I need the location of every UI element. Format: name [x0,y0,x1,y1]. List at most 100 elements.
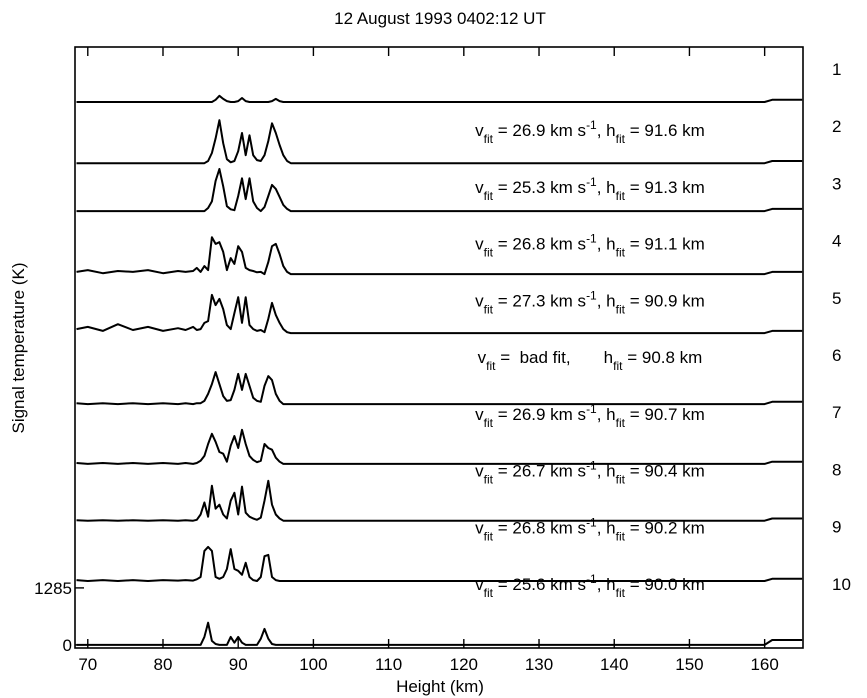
annotation-part: = 25.3 km s [493,178,586,197]
annotation-part: v [475,178,484,197]
annotation: vfit = bad fit, hfit = 90.8 km [478,348,703,373]
annotation-part: fit [616,586,626,600]
series-label: 1 [832,60,841,79]
x-tick-label: 120 [450,655,478,674]
x-axis-label: Height (km) [396,677,484,696]
annotation-part: = 91.6 km [625,121,705,140]
annotation-part: = 90.9 km [625,291,705,310]
series-line [76,236,803,276]
annotation: vfit = 26.8 km s-1, hfit = 90.2 km [475,515,705,543]
series-label: 3 [832,174,841,193]
annotation: vfit = 26.9 km s-1, hfit = 91.6 km [475,118,705,146]
annotation-part: = 91.3 km [625,178,705,197]
chart-title: 12 August 1993 0402:12 UT [334,9,546,28]
annotation-part: = 26.8 km s [493,518,586,537]
annotation-part: fit [486,359,496,373]
series-line [76,545,803,582]
annotation-part: -1 [586,515,597,529]
annotation-part: fit [484,302,494,316]
annotation-part: fit [616,246,626,260]
annotation: vfit = 26.9 km s-1, hfit = 90.7 km [475,402,705,430]
series-label: 9 [832,518,841,537]
annotation-part: , h [597,462,616,481]
series-line [76,371,803,406]
annotation-part: , h [597,178,616,197]
series-line [76,621,803,646]
annotation-part: v [475,291,484,310]
annotation-part: = 90.0 km [625,575,705,594]
series-line [76,94,803,103]
annotation-part: = bad fit, h [495,348,613,367]
annotation-part: -1 [586,402,597,416]
annotation-part: = 26.7 km s [493,462,586,481]
series-label: 10 [832,575,851,594]
y-tick-label: 1285 [34,579,72,598]
annotation-part: = 90.2 km [625,518,705,537]
annotation-part: , h [597,235,616,254]
annotation-part: fit [484,473,494,487]
annotation-part: = 26.9 km s [493,405,586,424]
series-label: 8 [832,460,841,479]
annotation-part: = 90.8 km [622,348,702,367]
x-tick-label: 150 [675,655,703,674]
annotation-part: , h [597,121,616,140]
annotation-part: = 27.3 km s [493,291,586,310]
annotation-part: fit [613,359,623,373]
annotation-part: = 90.4 km [625,462,705,481]
annotation-part: = 91.1 km [625,235,705,254]
annotation-part: v [475,575,484,594]
annotation-part: fit [484,246,494,260]
annotation-part: fit [484,529,494,543]
annotation-part: fit [484,416,494,430]
annotation-part: fit [616,132,626,146]
series-label: 7 [832,403,841,422]
annotation: vfit = 25.6 km s-1, hfit = 90.0 km [475,572,705,600]
annotation-part: fit [616,189,626,203]
annotation-part: fit [616,473,626,487]
annotation-part: -1 [586,459,597,473]
annotation: vfit = 26.8 km s-1, hfit = 91.1 km [475,232,705,260]
annotation-part: v [475,518,484,537]
x-tick-label: 140 [600,655,628,674]
annotation-part: , h [597,405,616,424]
annotation: vfit = 26.7 km s-1, hfit = 90.4 km [475,459,705,487]
annotation-part: -1 [586,288,597,302]
x-tick-label: 80 [154,655,173,674]
annotation-part: v [475,121,484,140]
annotation-part: v [475,462,484,481]
y-tick-label: 0 [63,636,72,655]
annotation-part: v [475,235,484,254]
x-tick-label: 110 [375,655,402,674]
series-line [76,168,803,213]
annotation: vfit = 25.3 km s-1, hfit = 91.3 km [475,175,705,203]
annotation-part: = 90.7 km [625,405,705,424]
x-tick-label: 160 [750,655,778,674]
series-line [76,119,803,165]
annotation-part: = 25.6 km s [493,575,586,594]
series-label: 2 [832,117,841,136]
annotation-part: -1 [586,232,597,246]
x-tick-label: 130 [525,655,553,674]
annotation-part: , h [597,291,616,310]
annotation-part: , h [597,518,616,537]
plot-frame [74,46,804,649]
series-line [76,428,803,465]
annotation-part: fit [616,529,626,543]
annotation-part: fit [484,586,494,600]
annotation-part: v [478,348,487,367]
x-tick-label: 100 [299,655,327,674]
annotation-part: fit [484,189,494,203]
annotation-part: fit [484,132,494,146]
annotation-part: -1 [586,572,597,586]
annotation-part: = 26.8 km s [493,235,586,254]
y-axis-label: Signal temperature (K) [9,262,28,433]
annotation-part: , h [597,575,616,594]
annotation-part: fit [616,302,626,316]
annotation-part: v [475,405,484,424]
x-tick-label: 70 [78,655,97,674]
series-label: 5 [832,289,841,308]
series-line [76,293,803,335]
series-label: 4 [832,232,841,251]
series-line [76,479,803,522]
